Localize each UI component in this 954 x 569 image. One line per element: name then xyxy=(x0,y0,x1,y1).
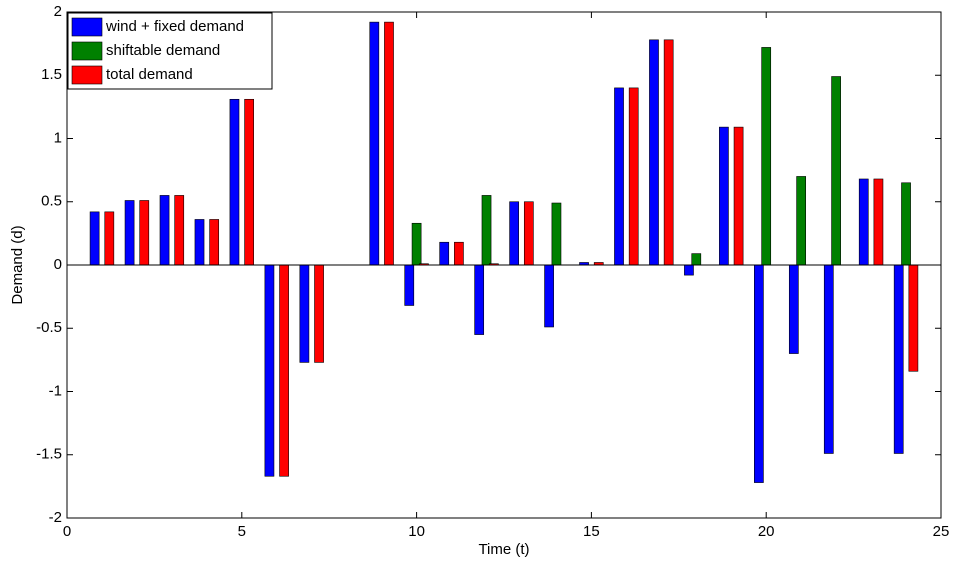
bar xyxy=(628,87,639,266)
legend-label: wind + fixed demand xyxy=(105,18,244,35)
legend-swatch xyxy=(71,41,103,61)
bar xyxy=(873,178,884,266)
bar xyxy=(439,241,450,266)
bar xyxy=(901,182,911,266)
bar xyxy=(544,264,554,328)
y-tick-label: 1.5 xyxy=(41,66,62,83)
bar xyxy=(684,264,694,276)
x-tick-label: 15 xyxy=(583,523,600,540)
y-tick-label: -1 xyxy=(49,382,62,399)
x-tick-label: 25 xyxy=(933,523,950,540)
x-axis-label: Time (t) xyxy=(478,541,529,558)
legend-label: shiftable demand xyxy=(106,42,220,59)
bar xyxy=(369,21,380,266)
y-tick-label: 2 xyxy=(54,3,62,20)
bar xyxy=(754,264,764,483)
bar xyxy=(209,219,220,266)
bar xyxy=(229,98,240,266)
bar xyxy=(796,176,807,266)
bar xyxy=(831,76,841,266)
bar xyxy=(474,264,485,335)
bar xyxy=(454,241,464,266)
bar xyxy=(279,264,289,477)
legend-swatch xyxy=(71,65,103,85)
bar xyxy=(299,264,310,363)
bar xyxy=(823,264,834,454)
bar xyxy=(663,39,674,266)
y-tick-label: -1.5 xyxy=(36,446,62,463)
y-tick-label: 0.5 xyxy=(41,193,62,210)
bar xyxy=(788,264,799,354)
y-tick-label: 1 xyxy=(54,129,62,146)
bar xyxy=(691,253,702,266)
bar xyxy=(244,98,254,266)
bar xyxy=(761,47,772,266)
x-tick-label: 5 xyxy=(238,523,246,540)
bar xyxy=(733,126,744,266)
legend-label: total demand xyxy=(106,66,193,83)
bar xyxy=(264,264,275,477)
bar xyxy=(411,222,422,266)
bar xyxy=(719,126,729,266)
bar xyxy=(551,202,562,266)
x-tick-label: 10 xyxy=(408,523,425,540)
y-tick-label: 0 xyxy=(54,256,62,273)
bar xyxy=(314,264,324,363)
bar xyxy=(404,264,415,306)
bar xyxy=(124,200,135,266)
y-tick-label: -2 xyxy=(49,509,62,526)
bar xyxy=(908,264,919,372)
y-tick-label: -0.5 xyxy=(36,319,62,336)
x-tick-label: 0 xyxy=(63,523,71,540)
bar xyxy=(159,195,170,266)
bar xyxy=(523,201,534,266)
bar xyxy=(509,201,519,266)
bar xyxy=(194,219,205,266)
bar xyxy=(481,195,492,266)
plot-frame xyxy=(66,11,942,519)
bar xyxy=(104,211,115,266)
bar xyxy=(174,195,185,266)
bar xyxy=(89,211,100,266)
bar xyxy=(139,200,150,266)
x-tick-label: 20 xyxy=(758,523,775,540)
legend-swatch xyxy=(71,17,103,37)
bar xyxy=(384,21,394,266)
y-axis-label: Demand (d) xyxy=(9,225,26,304)
bar xyxy=(893,264,904,454)
bar xyxy=(649,39,659,266)
bar xyxy=(614,87,624,266)
bar xyxy=(858,178,869,266)
